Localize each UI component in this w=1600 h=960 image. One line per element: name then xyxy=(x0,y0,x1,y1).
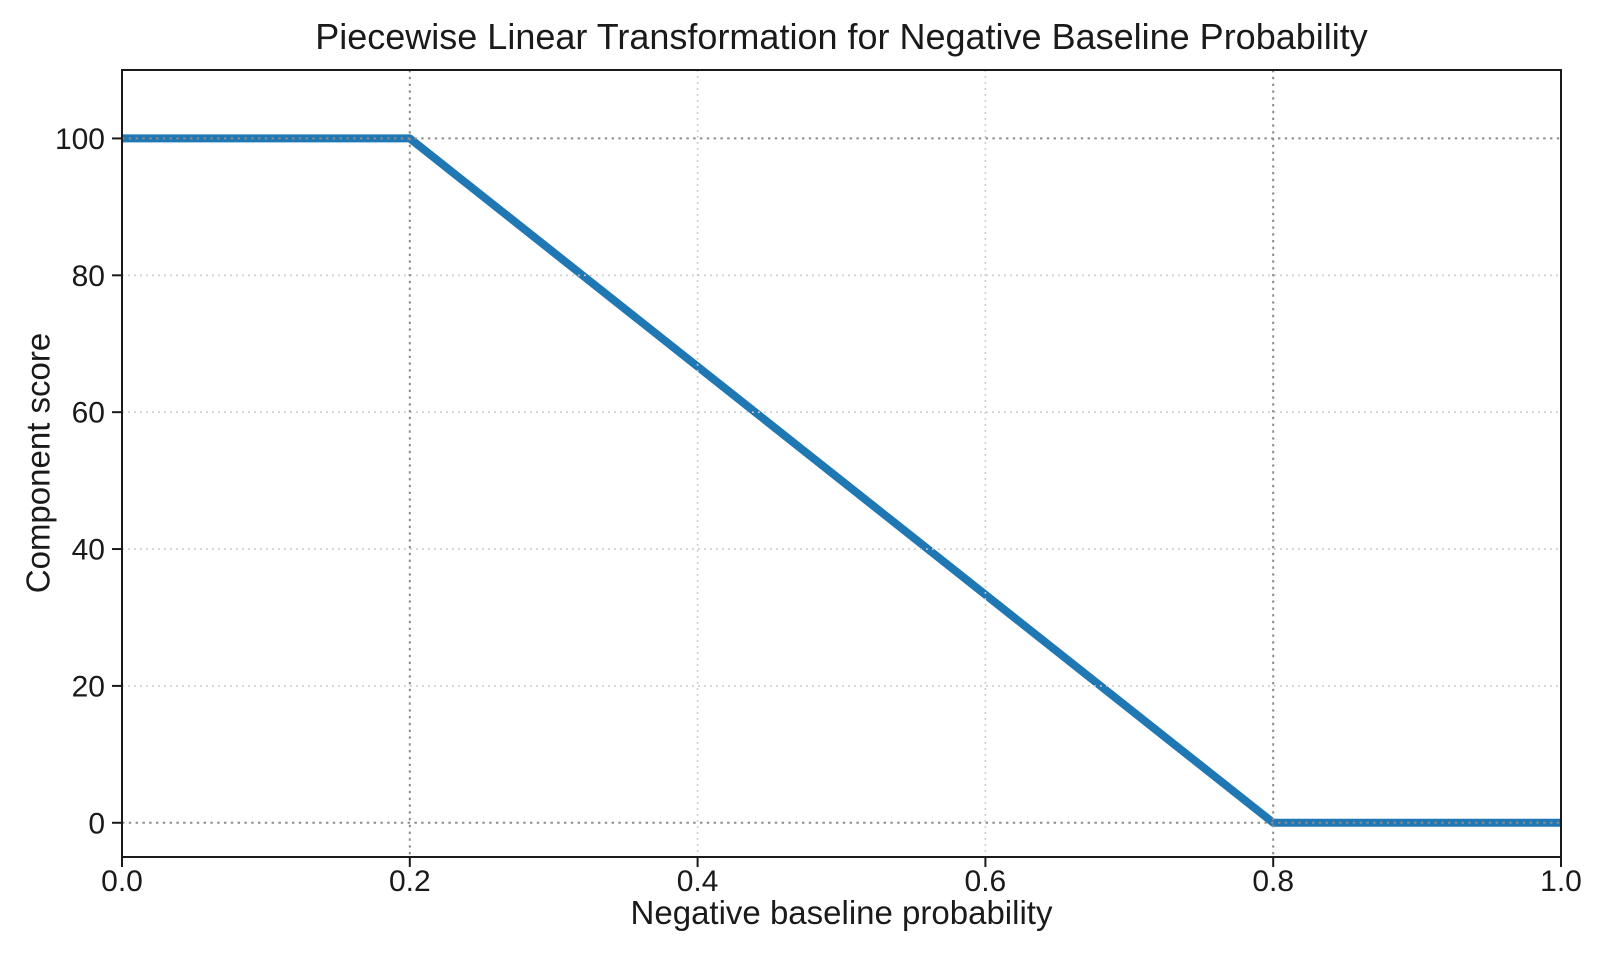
x-axis-label: Negative baseline probability xyxy=(630,894,1053,931)
x-tick-label: 0.6 xyxy=(965,865,1007,898)
chart-title: Piecewise Linear Transformation for Nega… xyxy=(315,16,1368,57)
y-tick-label: 60 xyxy=(72,397,105,430)
y-tick-label: 20 xyxy=(72,670,105,703)
data-line xyxy=(122,134,1561,827)
y-tick-label: 100 xyxy=(55,123,105,156)
axes-spines xyxy=(121,69,1562,858)
y-tick-label: 0 xyxy=(88,807,105,840)
x-tick-label: 0.4 xyxy=(677,865,719,898)
x-tick-label: 0.0 xyxy=(101,865,143,898)
y-tick-label: 40 xyxy=(72,534,105,567)
x-tick-label: 0.2 xyxy=(389,865,431,898)
x-tick-label: 0.8 xyxy=(1252,865,1294,898)
x-tick-label: 1.0 xyxy=(1540,865,1582,898)
y-tick-label: 80 xyxy=(72,260,105,293)
